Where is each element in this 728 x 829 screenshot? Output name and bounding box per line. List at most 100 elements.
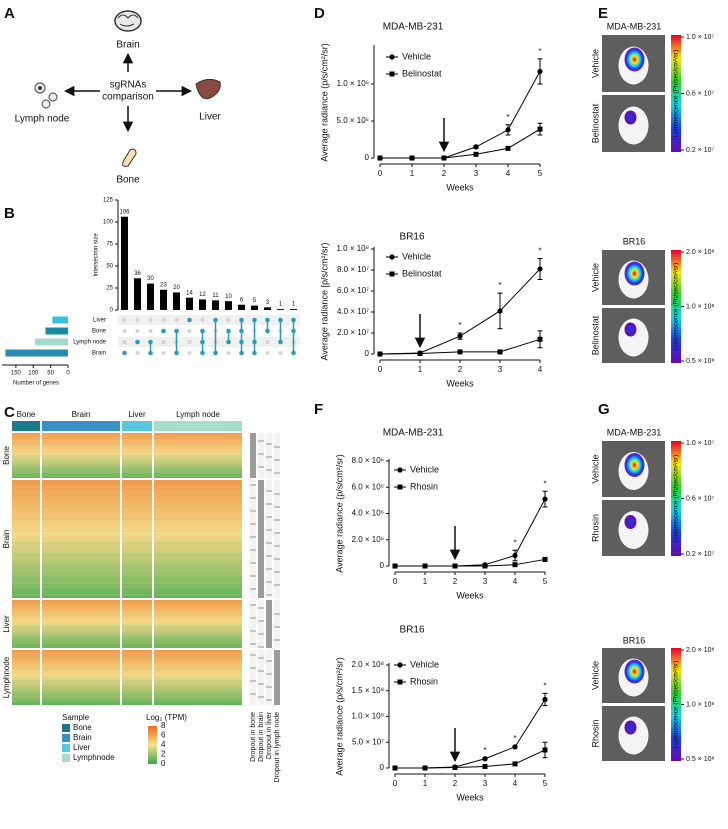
legend-label: Rhosin [410,481,438,491]
dropout-label: Dropout in bone [250,712,257,762]
legend-label: Bone [73,723,92,732]
sample-bar [12,421,40,431]
colorbar-tick-label: 1.0 × 10⁸ [686,701,714,708]
set-label: Liver [93,318,106,324]
heatmap-block [122,650,152,705]
y-tick-label: 5.0 × 10⁷ [352,737,384,746]
row-label: Vehicle [590,661,600,690]
panel-letter: G [598,401,610,418]
dropout-block [250,433,256,478]
heatmap-block [42,433,120,478]
x-tick-label: 4 [538,365,543,374]
matrix-dot [200,339,205,345]
point [452,764,458,770]
significance: * [538,47,541,56]
point [542,696,548,703]
legend-title: Sample [62,713,90,722]
matrix-dot [239,317,244,323]
colorbar-tick-label: 0.2 × 10⁷ [686,551,714,558]
legend-marker [389,271,395,277]
heatmap-block [122,600,152,648]
point [542,556,548,562]
signal [624,322,637,337]
column-group-label: Lymph node [176,410,220,419]
diagram-icons [34,10,221,167]
value-label: 3 [266,300,270,306]
dropout-label: Dropout in brain [258,712,265,762]
colorbar-label: Luminescence (Ph/sec/cm²/sr) [673,263,680,351]
dropout-column [250,480,256,598]
dropout-block [258,480,264,598]
legend-label: Rhosin [410,676,438,686]
x-tick-label: 1 [423,779,428,788]
y-tick-label: 8.0 × 10⁶ [352,456,384,465]
value-label: 30 [147,276,154,282]
series-line [380,128,541,159]
point [482,756,488,762]
matrix-row [118,348,300,358]
x-tick-label: 0 [378,169,383,178]
dropout-column [274,433,280,478]
colorbar-tick-label: 0.6 × 10⁷ [686,495,714,502]
colorbar-tick-label: 1.0 × 10⁷ [686,34,714,41]
series-line [379,268,541,355]
diagram-node: Bone [116,175,140,186]
y-tick-label: 0 [365,153,370,162]
value-label: 1 [279,302,283,308]
set-label: Brain [92,351,106,357]
dropout-column [274,480,280,598]
point [457,349,463,355]
chart-title: MDA-MB-231 [383,428,444,439]
column-group-label: Liver [128,410,146,419]
dropout-column [266,650,272,705]
matrix-dot [174,318,179,322]
x-tick-label: 0 [66,371,70,377]
matrix-dot [291,350,296,356]
matrix-dot [239,339,244,345]
point [497,308,503,314]
row-label: Rhosin [590,719,600,747]
heatmap-block [154,433,242,478]
point [542,747,548,753]
series-line [380,71,541,159]
row-group-label: Liver [2,615,11,633]
matrix-dot [187,329,192,333]
legend-swatch [62,744,70,752]
panel-letter: E [598,5,608,22]
y-tick-label: 25 [106,286,113,292]
image-title: BR16 [623,236,646,246]
significance: * [506,113,509,122]
x-tick-label: 3 [474,169,479,178]
image-title: MDA-MB-231 [607,427,662,437]
legend-marker [389,254,395,260]
set-bar [45,327,68,335]
bar [134,278,141,310]
matrix-dot [200,318,205,322]
bar [238,304,245,310]
y-tick-label: 75 [106,242,113,248]
significance: * [513,734,516,743]
matrix-dot [148,339,153,345]
dropout-column [266,433,272,478]
point [441,155,447,161]
panel-letter: C [4,404,15,421]
matrix-dot [122,329,127,333]
set-bar [52,316,68,324]
diagram-node: Liver [199,112,221,123]
sample-bar [42,421,120,431]
point [512,744,518,750]
point [392,563,398,569]
y-tick-label: 1.5 × 10⁸ [351,686,384,695]
image-title: MDA-MB-231 [607,21,662,31]
dropout-block [274,650,280,705]
diagram-center: comparison [102,92,154,103]
colorbar-label: 2 [161,750,166,759]
point [457,333,463,339]
bar [277,309,284,310]
point [537,68,543,75]
matrix-dot [291,317,296,323]
series-line [395,558,546,567]
y-tick-label: 4.0 × 10⁶ [352,509,384,518]
heatmap-block [154,650,242,705]
